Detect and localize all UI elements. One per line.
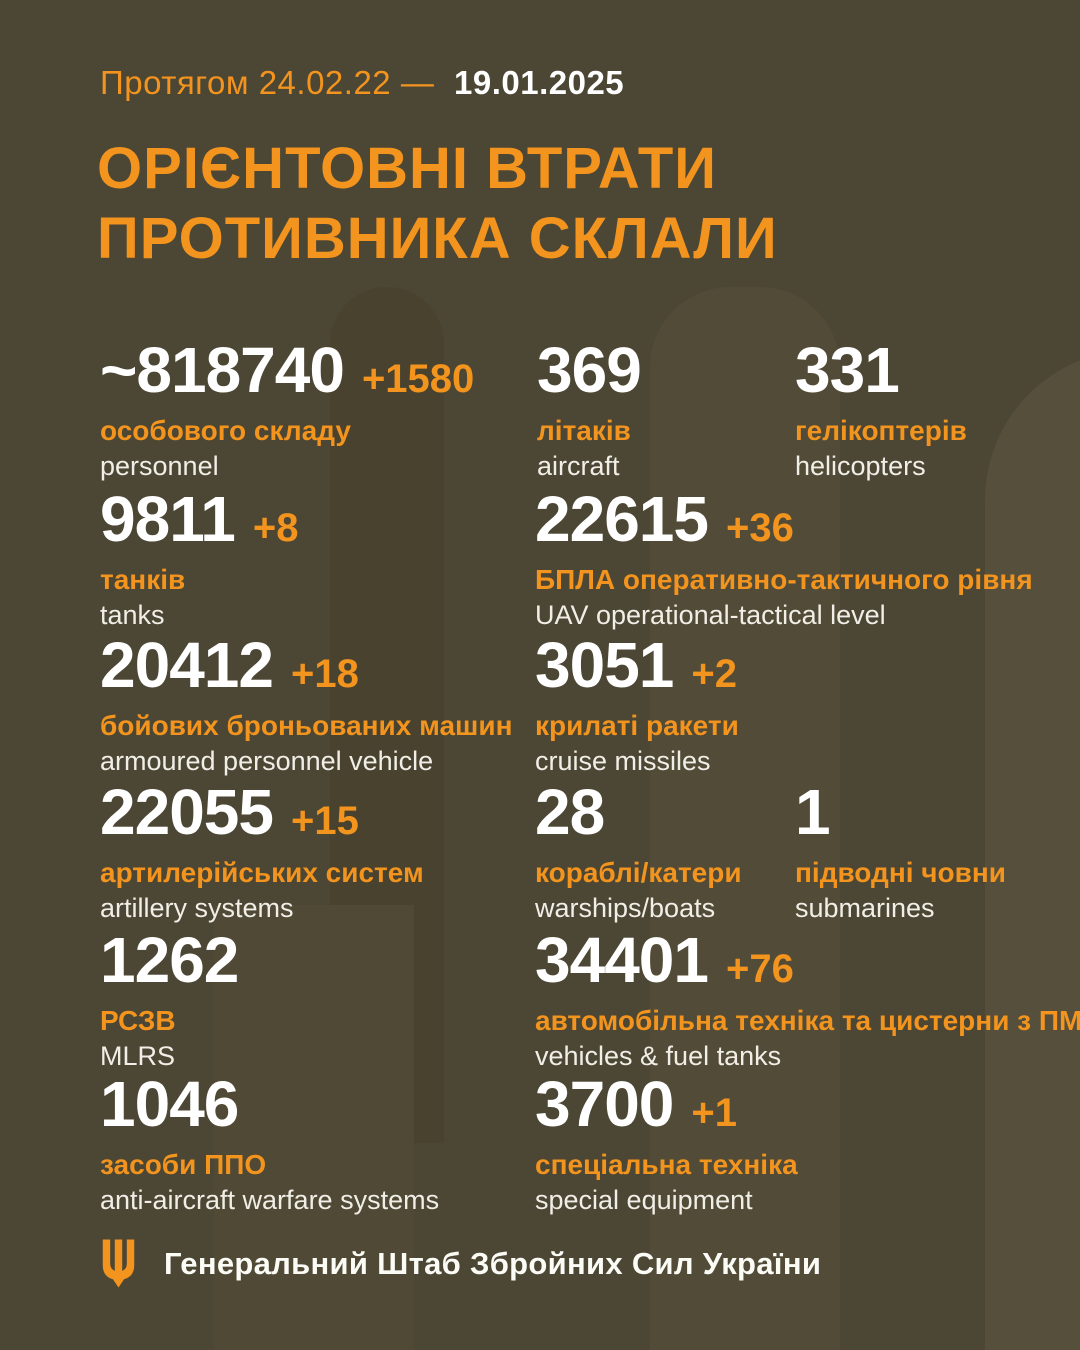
stat-value: 1 [795,776,831,848]
stat-label-uk: крилаті ракети [535,710,739,741]
stat-label-en: submarines [795,893,935,924]
stat-artillery: 22055 +15 артилерійських систем artillery… [100,780,424,924]
stat-label-en: anti-aircraft warfare systems [100,1185,440,1216]
stat-aircraft: 369 літаків aircraft [537,334,642,482]
stat-label-uk: засоби ППО [100,1149,267,1180]
stat-label-en: UAV operational-tactical level [535,600,886,631]
background-trident-watermark-right [985,350,1080,1350]
stat-label-en: personnel [100,451,219,482]
stat-label-en: helicopters [795,451,926,482]
stat-label-uk: кораблі/катери [535,857,742,888]
stat-label-uk: спеціальна техніка [535,1149,798,1180]
period-label: Протягом 24.02.22 — [100,64,435,101]
stat-delta: +8 [252,506,299,550]
stat-vehicles-fuel-tanks: 34401 +76 автомобільна техніка та цистерн… [535,928,1080,1072]
page-title: ОРІЄНТОВНІ ВТРАТИ ПРОТИВНИКА СКЛАЛИ [97,134,778,274]
stat-label-en: vehicles & fuel tanks [535,1041,782,1072]
report-period: Протягом 24.02.22 — 19.01.2025 [100,64,624,102]
page-title-line1: ОРІЄНТОВНІ ВТРАТИ [97,136,717,201]
stat-label-uk: гелікоптерів [795,415,967,446]
stat-label-en: warships/boats [535,893,716,924]
stat-submarines: 1 підводні човни submarines [795,780,1006,924]
stat-tanks: 9811 +8 танків tanks [100,487,298,631]
stat-helicopters: 331 гелікоптерів helicopters [795,338,967,482]
stat-value: 1262 [100,924,239,996]
stat-label-uk: танків [100,564,186,595]
stat-label-en: tanks [100,600,165,631]
stat-label-en: cruise missiles [535,746,711,777]
stat-label-uk: підводні човни [795,857,1006,888]
stat-value: ~818740 [100,334,345,406]
footer: Генеральний Штаб Збройних Сил України [100,1238,821,1289]
organization-name: Генеральний Штаб Збройних Сил України [164,1245,822,1281]
stat-value: 28 [535,776,605,848]
stat-delta: +76 [725,947,794,991]
stat-label-en: armoured personnel vehicle [100,746,434,777]
stat-delta: +2 [691,652,737,696]
stat-delta: +1 [691,1091,737,1135]
stat-value: 331 [795,334,900,406]
report-date: 19.01.2025 [454,64,625,101]
stat-label-en: special equipment [535,1185,753,1216]
stat-delta: +18 [290,652,359,696]
stat-label-uk: РСЗВ [100,1005,176,1036]
page-title-line2: ПРОТИВНИКА СКЛАЛИ [97,206,778,271]
stat-value: 22055 [100,776,274,848]
background-trident-watermark-center [650,287,840,1350]
stat-value: 9811 [100,483,236,555]
stat-label-uk: артилерійських систем [100,857,424,888]
stat-label-uk: автомобільна техніка та цистерни з ПММ [535,1005,1080,1036]
stat-special-equipment: 3700 +1 спеціальна техніка special equipm… [535,1072,798,1216]
stat-anti-aircraft: 1046 засоби ППО anti-aircraft warfare sy… [100,1072,439,1216]
stat-label-uk: БПЛА оперативно-тактичного рівня [535,564,1033,595]
stat-label-en: aircraft [537,451,620,482]
stat-label-en: MLRS [100,1041,176,1072]
background-trident-watermark-bottom [214,905,414,1350]
stat-value: 34401 [535,924,709,996]
stat-value: 22615 [535,483,709,555]
stat-value: 3700 [535,1068,674,1140]
stat-label-uk: літаків [537,415,631,446]
stat-label-en: artillery systems [100,893,294,924]
stat-delta: +1580 [361,357,475,401]
tryzub-trident-icon [102,1239,135,1288]
stat-cruise-missiles: 3051 +2 крилаті ракети cruise missiles [535,633,739,777]
stat-armoured-vehicles: 20412 +18 бойових броньованих машин armou… [100,633,513,777]
stat-value: 1046 [100,1068,239,1140]
stat-label-uk: бойових броньованих машин [100,710,513,741]
stat-delta: +36 [725,506,794,550]
stat-value: 20412 [100,629,274,701]
stat-value: 3051 [535,629,674,701]
stat-label-uk: особового складу [100,415,351,446]
stat-mlrs: 1262 РСЗВ MLRS [100,924,239,1072]
stat-uav: 22615 +36 БПЛА оперативно-тактичного рівн… [535,487,1033,631]
stat-delta: +15 [290,799,359,843]
stat-warships: 28 кораблі/катери warships/boats [535,780,742,924]
stat-value: 369 [537,334,642,406]
stat-personnel: ~818740 +1580 особового складу personnel [100,338,474,482]
